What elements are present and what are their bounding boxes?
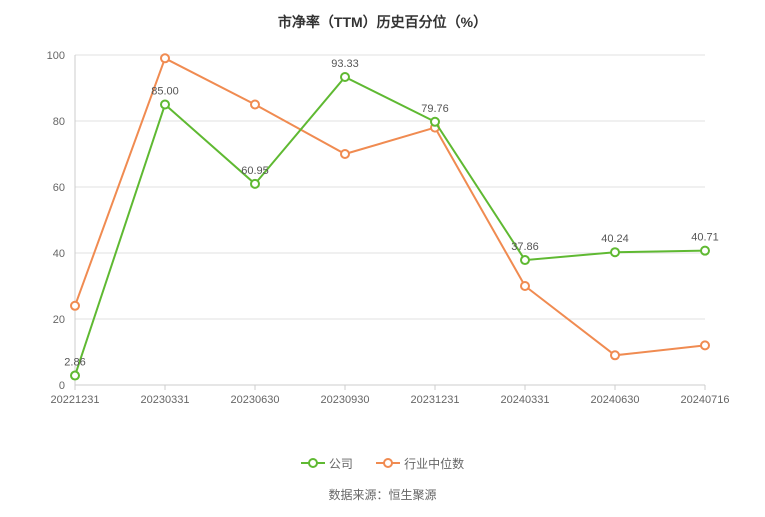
marker-industry[interactable] (161, 54, 169, 62)
legend-marker-industry (376, 457, 400, 469)
y-tick-label: 60 (53, 182, 65, 194)
legend: 公司 行业中位数 (0, 455, 765, 473)
x-tick-label: 20240331 (501, 394, 550, 406)
chart-svg: 0204060801002022123120230331202306302023… (70, 45, 710, 415)
series-line-company (75, 77, 705, 376)
marker-industry[interactable] (611, 351, 619, 359)
marker-company[interactable] (71, 372, 79, 380)
marker-company[interactable] (431, 118, 439, 126)
marker-company[interactable] (701, 247, 709, 255)
source-text: 恒生聚源 (389, 488, 437, 502)
data-label-company: 60.95 (241, 165, 269, 177)
x-tick-label: 20231231 (411, 394, 460, 406)
marker-industry[interactable] (251, 101, 259, 109)
legend-label-industry: 行业中位数 (404, 455, 464, 472)
marker-industry[interactable] (341, 150, 349, 158)
y-tick-label: 40 (53, 248, 65, 260)
plot-area: 0204060801002022123120230331202306302023… (70, 45, 710, 415)
legend-marker-company (301, 457, 325, 469)
data-label-company: 85.00 (151, 86, 179, 98)
marker-company[interactable] (611, 248, 619, 256)
data-label-company: 40.71 (691, 232, 719, 244)
y-tick-label: 100 (47, 50, 65, 62)
marker-company[interactable] (521, 256, 529, 264)
data-label-company: 37.86 (511, 241, 539, 253)
marker-company[interactable] (251, 180, 259, 188)
x-tick-label: 20221231 (51, 394, 100, 406)
marker-industry[interactable] (701, 341, 709, 349)
marker-industry[interactable] (71, 302, 79, 310)
data-label-company: 93.33 (331, 58, 359, 70)
y-tick-label: 20 (53, 314, 65, 326)
source-prefix: 数据来源： (328, 488, 388, 502)
legend-item-company[interactable]: 公司 (301, 455, 353, 472)
x-tick-label: 20230630 (231, 394, 280, 406)
data-source: 数据来源：恒生聚源 (0, 486, 765, 503)
data-label-company: 40.24 (601, 233, 629, 245)
marker-company[interactable] (161, 101, 169, 109)
y-tick-label: 0 (59, 380, 65, 392)
x-tick-label: 20240630 (591, 394, 640, 406)
legend-label-company: 公司 (329, 455, 353, 472)
data-label-company: 2.86 (64, 357, 85, 369)
x-tick-label: 20240716 (681, 394, 730, 406)
marker-company[interactable] (341, 73, 349, 81)
x-tick-label: 20230930 (321, 394, 370, 406)
marker-industry[interactable] (521, 282, 529, 290)
chart-container: 市净率（TTM）历史百分位（%） 0 20 40 60 80 100 20221231 202… (0, 0, 765, 517)
data-label-company: 79.76 (421, 103, 449, 115)
y-tick-label: 80 (53, 116, 65, 128)
chart-title: 市净率（TTM）历史百分位（%） (0, 0, 765, 32)
x-tick-label: 20230331 (141, 394, 190, 406)
legend-item-industry[interactable]: 行业中位数 (376, 455, 464, 472)
